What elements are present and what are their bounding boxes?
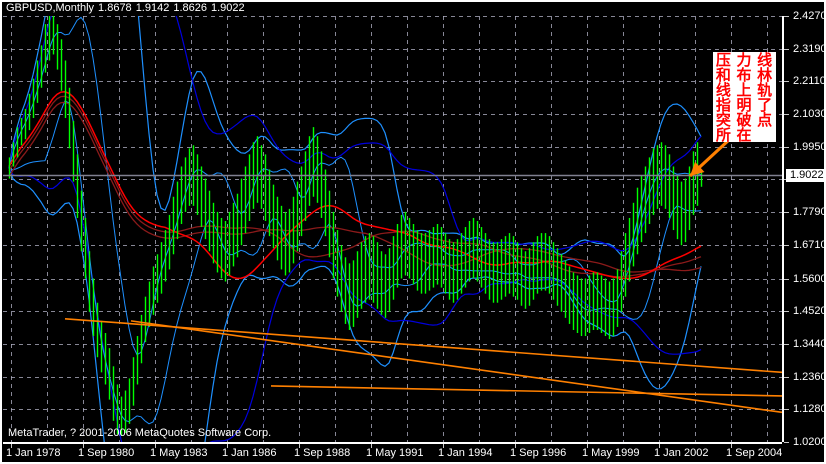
price-axis-label: 1.7790 [793, 206, 826, 218]
annotation-char: 指 [715, 96, 731, 114]
candlestick-bars [8, 16, 703, 436]
annotation-char: 轨 [757, 81, 773, 99]
annotation-char: 所 [715, 126, 731, 144]
price-tick [784, 16, 789, 17]
price-axis-label: 1.4520 [793, 305, 826, 317]
time-tick [83, 444, 84, 448]
price-tick [784, 409, 789, 410]
annotation-char: 破 [736, 111, 752, 129]
time-axis-label: 1 Jan 2002 [654, 447, 709, 459]
chart-plot-area[interactable] [3, 16, 782, 442]
moving-average-dark-red [8, 95, 702, 278]
time-tick [443, 444, 444, 448]
price-axis-label: 1.5600 [793, 273, 826, 285]
current-price-badge: 1.9022 [786, 169, 826, 182]
time-axis-label: 1 Jan 1986 [222, 447, 277, 459]
annotation-textbox: 线林轨了点 力布上明破在 压和线指突所 [713, 51, 776, 144]
price-tick [784, 147, 789, 148]
time-scale[interactable]: 1 Jan 1978 1 Sep 1980 1 May 1983 1 Jan 1986… [3, 442, 782, 462]
annotation-char: 了 [757, 96, 773, 114]
annotation-char: 线 [757, 51, 773, 69]
price-tick [784, 279, 789, 280]
time-axis-label: 1 May 1983 [150, 447, 208, 459]
price-tick [784, 377, 789, 378]
bollinger-upper-outer [8, 16, 702, 257]
arrow-head [690, 161, 705, 176]
time-tick [299, 444, 300, 448]
time-axis-label: 1 Sep 1996 [510, 447, 567, 459]
time-tick [155, 444, 156, 448]
ohlc-low: 1.8626 [173, 2, 207, 14]
ma-dark-red-long [8, 95, 702, 278]
annotation-column-3: 压和线指突所 [713, 51, 734, 144]
annotation-char: 林 [757, 66, 773, 84]
price-tick [784, 49, 789, 50]
price-tick [784, 212, 789, 213]
time-tick [11, 444, 12, 448]
symbol-period-label: GBPUSD,Monthly [6, 2, 95, 14]
price-axis-label: 2.3190 [793, 43, 826, 55]
price-tick [784, 114, 789, 115]
chart-title-bar: GBPUSD,Monthly 1.8678 1.9142 1.8626 1.9022 [2, 2, 249, 15]
time-axis-label: 1 May 1999 [582, 447, 640, 459]
ma-red [8, 91, 702, 280]
ma-dark-red-longer [8, 101, 702, 273]
annotation-char: 点 [757, 111, 773, 129]
chart-canvas [3, 16, 782, 442]
annotation-char: 突 [715, 111, 731, 129]
annotation-char: 压 [715, 51, 731, 69]
price-axis-label: 1.2360 [793, 371, 826, 383]
price-axis-label: 2.1030 [793, 108, 826, 120]
price-axis-label: 1.1280 [793, 403, 826, 415]
moving-average-red [8, 91, 702, 280]
annotation-char: 力 [736, 51, 752, 69]
annotation-column-2: 力布上明破在 [734, 51, 755, 144]
ohlc-close: 1.9022 [211, 2, 245, 14]
gridlines [3, 16, 782, 442]
price-axis-label: 1.0200 [793, 436, 826, 448]
time-axis-label: 1 Sep 2004 [726, 447, 783, 459]
price-scale[interactable]: 1.9022 2.42702.31902.21102.10301.99501.8… [782, 11, 826, 448]
price-axis-label: 2.2110 [793, 75, 826, 87]
time-tick [227, 444, 228, 448]
price-axis-label: 2.4270 [793, 10, 826, 22]
trendline-lower-support-rising [130, 320, 782, 414]
annotation-arrow [688, 137, 732, 178]
time-tick [659, 444, 660, 448]
annotation-char: 布 [736, 66, 752, 84]
price-axis-label: 1.9950 [793, 141, 826, 153]
price-tick [784, 311, 789, 312]
annotation-char: 明 [736, 96, 752, 114]
price-tick [784, 245, 789, 246]
trendline-mid-resistance [270, 385, 782, 397]
time-tick [587, 444, 588, 448]
price-axis-label: 1.3440 [793, 338, 826, 350]
bollinger-upper-inner [8, 16, 702, 252]
price-tick [784, 442, 789, 443]
bollinger-upper-fast [8, 16, 702, 356]
annotation-char: 线 [715, 81, 731, 99]
time-tick [371, 444, 372, 448]
time-axis-label: 1 Jan 1978 [6, 447, 61, 459]
ohlc-high: 1.9142 [135, 2, 170, 14]
time-axis-label: 1 Sep 1980 [78, 447, 135, 459]
time-axis-label: 1 Jan 1994 [438, 447, 493, 459]
ohlc-open: 1.8678 [98, 2, 132, 14]
annotation-char: 和 [715, 66, 731, 84]
annotation-char: 在 [736, 126, 752, 144]
trendlines [64, 317, 782, 414]
annotation-char: 上 [736, 81, 752, 99]
price-tick [784, 344, 789, 345]
price-axis-label: 1.6710 [793, 239, 826, 251]
copyright-label: MetaTrader, ? 2001-2006 MetaQuotes Softw… [8, 427, 272, 439]
time-axis-label: 1 Sep 1988 [294, 447, 351, 459]
time-axis-label: 1 May 1991 [366, 447, 424, 459]
time-tick [515, 444, 516, 448]
price-tick [784, 81, 789, 82]
annotation-column-1: 线林轨了点 [754, 53, 775, 142]
time-tick [731, 444, 732, 448]
